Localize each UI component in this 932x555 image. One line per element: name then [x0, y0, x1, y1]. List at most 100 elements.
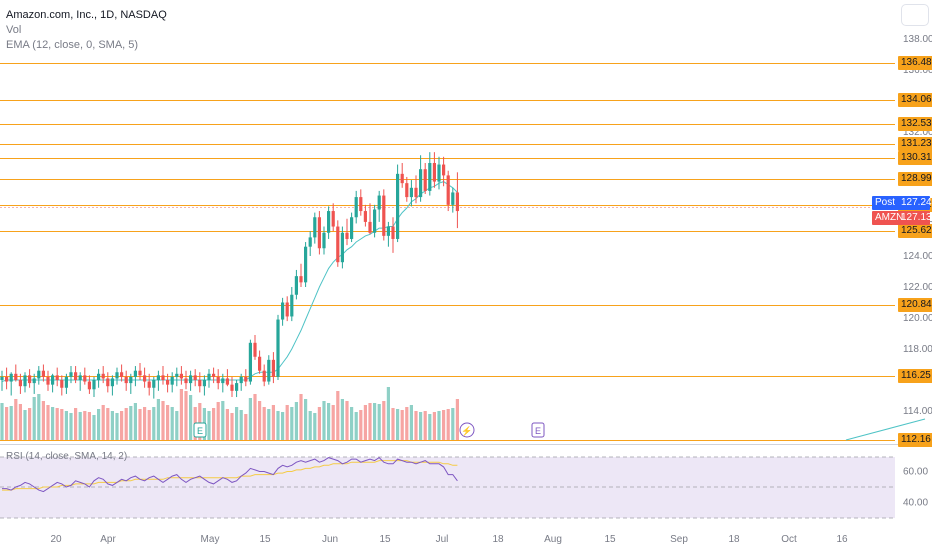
symbol-title[interactable]: Amazon.com, Inc., 1D, NASDAQ [6, 9, 167, 21]
marker-box [531, 422, 545, 438]
candle [262, 364, 266, 387]
volume-bar [267, 409, 271, 441]
candle [276, 314, 280, 380]
ema-label[interactable]: EMA (12, close, 0, SMA, 5) [6, 39, 139, 51]
candle-body [23, 375, 27, 387]
candle [386, 221, 390, 247]
trend-line[interactable] [845, 418, 926, 441]
price-tick-label: 124.00 [903, 251, 932, 262]
candle [179, 366, 183, 385]
candle [216, 369, 220, 390]
volume-bar [147, 410, 151, 441]
rsi-band [0, 457, 895, 518]
candle [455, 172, 459, 229]
volume-bar [156, 399, 160, 441]
volume-bar [9, 406, 13, 441]
candle [106, 372, 110, 393]
price-tick-label: 122.00 [903, 282, 932, 293]
time-tick-label: 16 [836, 534, 848, 545]
candles [0, 152, 459, 399]
volume-bar [138, 409, 142, 441]
candle-body [350, 217, 354, 239]
volume-bar [262, 407, 266, 441]
candle-body [133, 370, 137, 377]
candle [363, 204, 367, 227]
volume-bar [253, 394, 257, 441]
time-tick-label: 15 [259, 534, 271, 545]
candle [221, 373, 225, 393]
candle-body [423, 169, 427, 191]
volume-bar [419, 412, 423, 441]
marker-glyph: E [535, 426, 541, 436]
vol-label[interactable]: Vol [6, 24, 22, 36]
volume-bar [115, 413, 119, 441]
volume-bar [37, 394, 41, 441]
volume-bar [230, 413, 234, 441]
candle [299, 263, 303, 287]
candle [147, 373, 151, 396]
volume-bar [396, 409, 400, 441]
candle-body [442, 164, 446, 176]
volume-bar [258, 401, 262, 441]
settings-button[interactable] [901, 4, 929, 26]
earnings-icon[interactable]: E [193, 422, 207, 438]
volume-bar [377, 404, 381, 441]
time-tick-label: Jul [436, 534, 449, 545]
candle [97, 369, 101, 388]
volume-bar [322, 401, 326, 441]
rsi-legend[interactable]: RSI (14, close, SMA, 14, 2) [6, 451, 128, 462]
volume-bar [327, 403, 331, 441]
candle-body [359, 197, 363, 212]
candle [46, 370, 50, 391]
level-price-tag: 128.99 [898, 172, 932, 186]
time-tick-label: 15 [604, 534, 616, 545]
candle [225, 369, 229, 387]
pane-separator[interactable] [0, 444, 932, 445]
volume-bar [405, 407, 409, 441]
time-tick-label: 20 [50, 534, 62, 545]
volume-bar [285, 405, 289, 441]
candle [271, 352, 275, 384]
candle [64, 373, 68, 394]
volume-bar [179, 389, 183, 441]
candle [5, 367, 9, 390]
candle-body [120, 372, 124, 377]
candle-body [409, 187, 413, 198]
candle-body [124, 376, 128, 384]
time-tick-label: Aug [544, 534, 562, 545]
candle [83, 367, 87, 385]
candle [23, 372, 27, 393]
candle-body [189, 375, 193, 384]
candle [331, 203, 335, 232]
candle-body [230, 384, 234, 391]
volume-bar [207, 411, 211, 441]
volume-bar [432, 412, 436, 441]
volume-bar [175, 411, 179, 441]
candle-body [317, 217, 321, 249]
candle-body [0, 376, 4, 380]
level-price-tag: 132.53 [898, 117, 932, 131]
candle-body [106, 378, 110, 387]
ema-line [1, 181, 458, 382]
volume-bar [0, 403, 4, 441]
volume-bars [0, 387, 459, 441]
volume-bar [69, 413, 73, 441]
level-price-tag: 112.16 [898, 433, 932, 447]
volume-bar [18, 404, 22, 441]
candle-body [391, 226, 395, 239]
candle-body [18, 380, 22, 387]
candle-body [69, 372, 73, 377]
candle [230, 376, 234, 398]
volume-bar [451, 408, 455, 441]
candle [354, 190, 358, 224]
ema-polyline [1, 181, 458, 382]
earnings-icon[interactable]: E [531, 422, 545, 438]
volume-bar [248, 398, 252, 441]
candle [115, 367, 119, 385]
volume-bar [340, 399, 344, 441]
candle-body [60, 380, 64, 388]
candle [244, 369, 248, 387]
lightning-icon[interactable]: ⚡ [459, 422, 475, 438]
